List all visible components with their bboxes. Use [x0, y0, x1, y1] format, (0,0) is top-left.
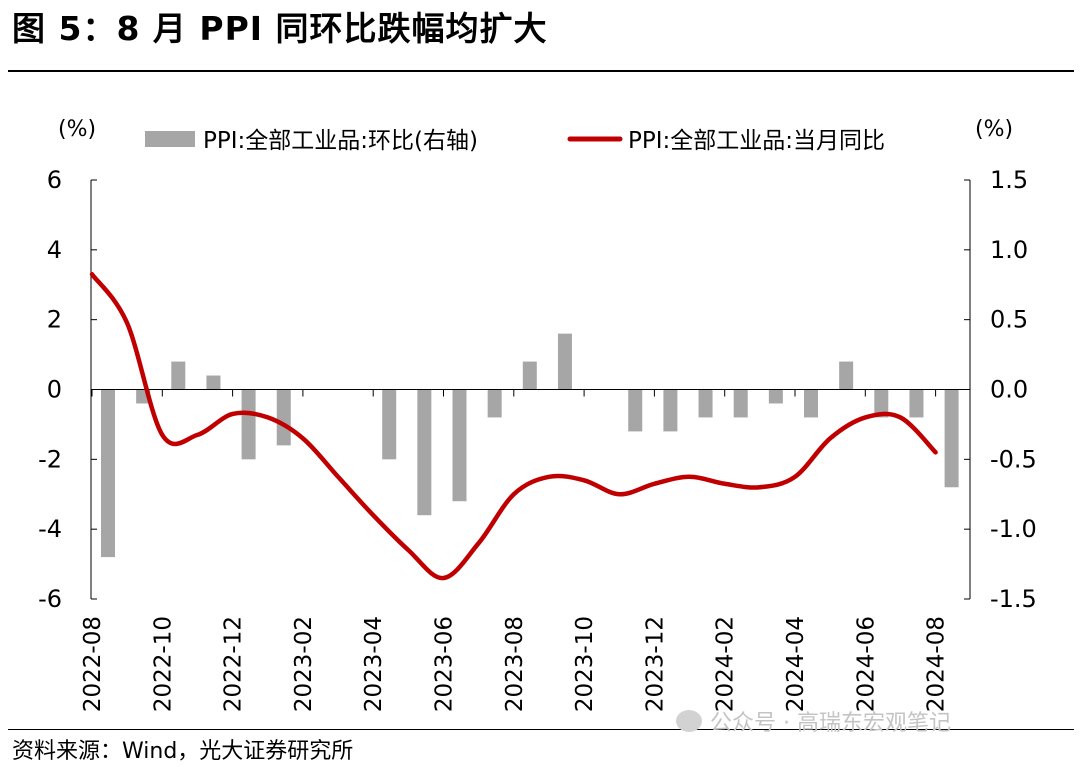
x-tick-label: 2023-12	[642, 616, 668, 712]
x-tick-label: 2022-10	[150, 616, 176, 712]
x-tick-label: 2023-06	[432, 616, 458, 712]
bar-2022-08	[101, 389, 115, 558]
bar-2024-03	[768, 389, 783, 404]
wechat-icon	[676, 710, 702, 732]
bar-2023-01	[276, 389, 291, 446]
legend-line-label: PPI:全部工业品:当月同比	[628, 128, 885, 154]
bar-2023-11	[628, 389, 643, 432]
x-tick-label: 2024-06	[853, 616, 879, 712]
yoy-line	[89, 272, 938, 581]
right-tick-label: 0.5	[990, 306, 1028, 334]
left-tick-label: -4	[38, 515, 62, 543]
bar-2024-08	[944, 389, 959, 488]
left-tick-label: -2	[38, 445, 62, 473]
bar-2024-06	[874, 389, 889, 418]
bar-2024-01	[698, 389, 713, 418]
bar-2023-08	[522, 361, 537, 390]
right-tick-label: -1.0	[990, 515, 1037, 543]
watermark-text: 公众号 · 高瑞东宏观笔记	[710, 711, 951, 736]
x-tick-label: 2024-08	[924, 616, 950, 712]
x-tick-label: 2023-04	[361, 616, 387, 712]
x-tick-label: 2022-08	[80, 616, 106, 712]
x-tick-label: 2024-04	[783, 616, 809, 712]
x-tick-label: 2023-10	[572, 616, 598, 712]
bar-2023-09	[557, 333, 572, 390]
x-tick-label: 2023-08	[502, 616, 528, 712]
bar-2023-05	[417, 389, 432, 516]
bar-2024-04	[804, 389, 818, 418]
x-tick-label: 2022-12	[221, 616, 247, 712]
left-tick-label: 6	[47, 166, 62, 194]
bar-2024-07	[909, 389, 924, 418]
bar-2023-07	[487, 389, 502, 418]
legend-bar-swatch	[145, 131, 195, 147]
bar-2022-12	[241, 389, 256, 460]
right-tick-label: 0.0	[990, 376, 1028, 404]
watermark: 公众号 · 高瑞东宏观笔记	[676, 705, 951, 737]
right-axis-unit: (%)	[975, 117, 1013, 142]
x-tick-label: 2024-02	[713, 616, 739, 712]
right-tick-label: -0.5	[990, 445, 1037, 473]
x-tick-label: 2023-02	[291, 616, 317, 712]
left-tick-label: -6	[38, 585, 62, 613]
bar-2022-10	[171, 361, 186, 390]
left-tick-label: 4	[47, 236, 62, 264]
right-tick-label: 1.5	[990, 166, 1028, 194]
bar-2024-05	[839, 361, 854, 390]
bar-2023-04	[382, 389, 397, 460]
bar-2022-11	[206, 375, 221, 390]
chart-title: 图 5：8 月 PPI 同环比跌幅均扩大	[12, 9, 548, 48]
legend-bar-label: PPI:全部工业品:环比(右轴)	[203, 128, 478, 154]
bar-2023-06	[452, 389, 467, 502]
left-axis-unit: (%)	[58, 117, 96, 142]
bar-2024-02	[733, 389, 748, 418]
footer-divider	[8, 729, 1074, 730]
bar-2023-12	[663, 389, 678, 432]
left-tick-label: 0	[47, 376, 62, 404]
left-tick-label: 2	[47, 306, 62, 334]
ppi-chart: 6 4 2 0 -2 -4 -6 1.5 1.0 0.5 0.0 -0.5 -1.0 -1.5 (%) (%)…	[38, 117, 1037, 712]
right-tick-label: 1.0	[990, 236, 1028, 264]
source-note: 资料来源：Wind，光大证券研究所	[12, 739, 354, 764]
title-divider	[8, 70, 1074, 72]
right-tick-label: -1.5	[990, 585, 1037, 613]
